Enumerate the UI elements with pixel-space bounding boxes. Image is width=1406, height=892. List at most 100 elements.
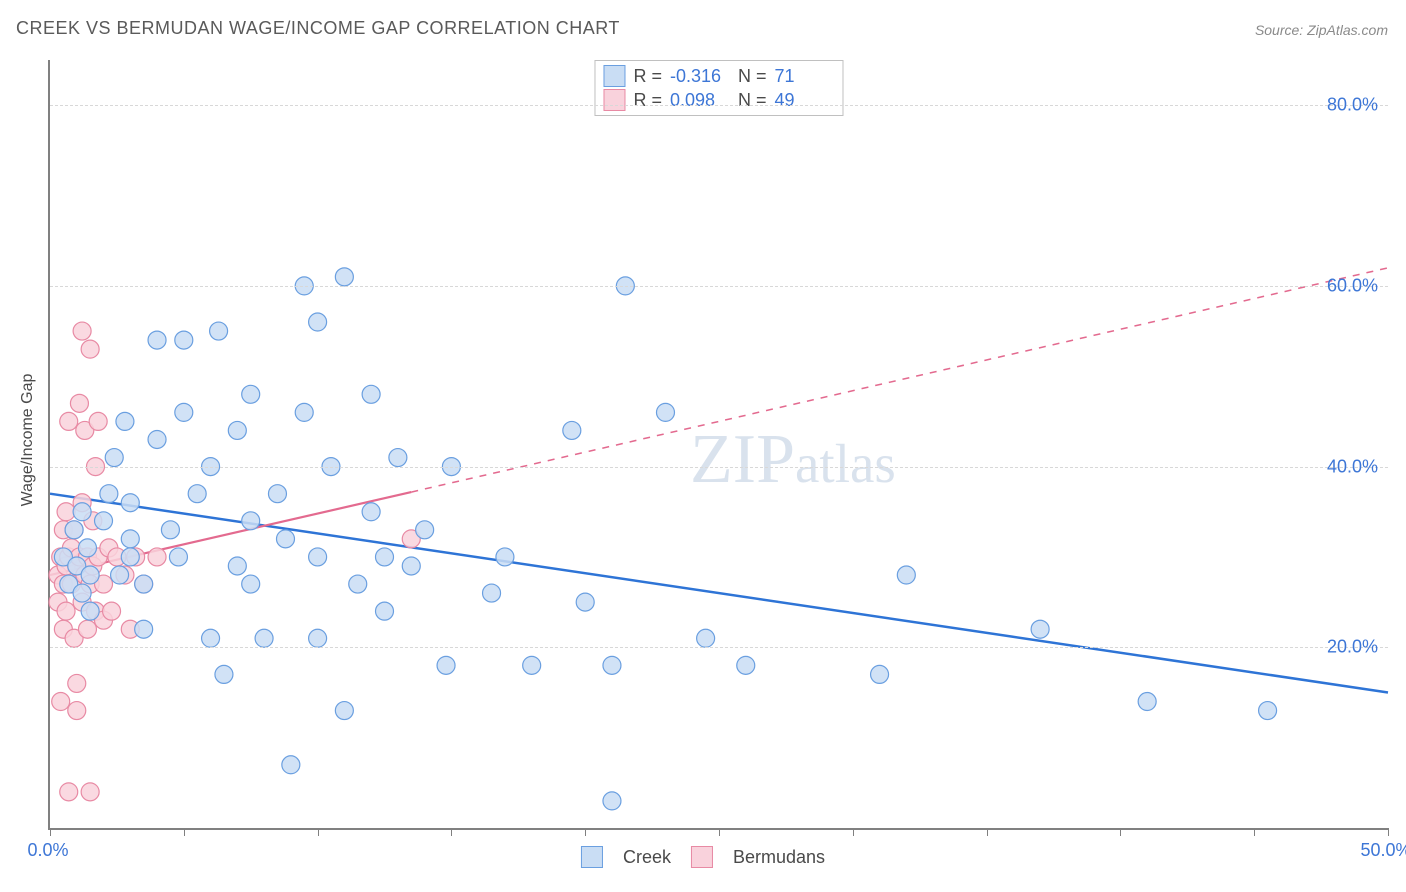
- scatter-point: [376, 548, 394, 566]
- scatter-point: [169, 548, 187, 566]
- scatter-point: [188, 485, 206, 503]
- n-value-creek: 71: [775, 66, 835, 87]
- x-tick-label: 50.0%: [1360, 840, 1406, 861]
- y-tick-label: 60.0%: [1327, 275, 1378, 296]
- scatter-point: [57, 602, 75, 620]
- scatter-point: [242, 385, 260, 403]
- scatter-point: [697, 629, 715, 647]
- x-tick-label: 0.0%: [27, 840, 68, 861]
- scatter-point: [603, 656, 621, 674]
- swatch-creek-bottom: [581, 846, 603, 868]
- scatter-point: [389, 449, 407, 467]
- gridline: [50, 105, 1388, 106]
- n-label: N =: [738, 66, 767, 87]
- legend-row-creek: R = -0.316 N = 71: [603, 65, 834, 87]
- chart-container: CREEK VS BERMUDAN WAGE/INCOME GAP CORREL…: [0, 0, 1406, 892]
- scatter-point: [335, 702, 353, 720]
- scatter-point: [89, 412, 107, 430]
- x-tick: [987, 828, 988, 836]
- trend-line-dashed: [411, 268, 1388, 492]
- r-value-bermudans: 0.098: [670, 90, 730, 111]
- n-label-2: N =: [738, 90, 767, 111]
- scatter-point: [496, 548, 514, 566]
- scatter-point: [276, 530, 294, 548]
- scatter-point: [78, 620, 96, 638]
- legend-correlation: R = -0.316 N = 71 R = 0.098 N = 49: [594, 60, 843, 116]
- x-tick: [1120, 828, 1121, 836]
- swatch-bermudans-bottom: [691, 846, 713, 868]
- scatter-point: [60, 412, 78, 430]
- scatter-point: [81, 340, 99, 358]
- r-label-2: R =: [633, 90, 662, 111]
- r-value-creek: -0.316: [670, 66, 730, 87]
- y-axis-label: Wage/Income Gap: [19, 374, 37, 507]
- scatter-point: [148, 430, 166, 448]
- scatter-point: [242, 512, 260, 530]
- scatter-point: [376, 602, 394, 620]
- plot-svg: [50, 60, 1388, 828]
- scatter-point: [295, 403, 313, 421]
- y-tick-label: 20.0%: [1327, 637, 1378, 658]
- scatter-point: [121, 494, 139, 512]
- r-label: R =: [633, 66, 662, 87]
- scatter-point: [68, 702, 86, 720]
- scatter-point: [121, 530, 139, 548]
- scatter-point: [135, 575, 153, 593]
- scatter-point: [349, 575, 367, 593]
- scatter-point: [175, 331, 193, 349]
- scatter-point: [268, 485, 286, 503]
- scatter-point: [52, 693, 70, 711]
- scatter-point: [111, 566, 129, 584]
- scatter-point: [202, 629, 220, 647]
- swatch-bermudans: [603, 89, 625, 111]
- scatter-point: [656, 403, 674, 421]
- scatter-point: [73, 503, 91, 521]
- gridline: [50, 286, 1388, 287]
- scatter-point: [95, 512, 113, 530]
- scatter-point: [121, 548, 139, 566]
- scatter-point: [309, 313, 327, 331]
- scatter-point: [362, 385, 380, 403]
- scatter-point: [871, 665, 889, 683]
- legend-series: Creek Bermudans: [581, 846, 825, 868]
- scatter-point: [228, 421, 246, 439]
- scatter-point: [148, 548, 166, 566]
- scatter-point: [135, 620, 153, 638]
- scatter-point: [81, 566, 99, 584]
- x-tick: [184, 828, 185, 836]
- scatter-point: [175, 403, 193, 421]
- scatter-point: [1138, 693, 1156, 711]
- scatter-point: [576, 593, 594, 611]
- scatter-point: [57, 503, 75, 521]
- scatter-point: [1031, 620, 1049, 638]
- scatter-point: [603, 792, 621, 810]
- x-tick: [585, 828, 586, 836]
- plot-area: ZIPatlas R = -0.316 N = 71 R = 0.098 N =…: [48, 60, 1388, 830]
- scatter-point: [215, 665, 233, 683]
- chart-title: CREEK VS BERMUDAN WAGE/INCOME GAP CORREL…: [16, 18, 620, 39]
- gridline: [50, 647, 1388, 648]
- scatter-point: [210, 322, 228, 340]
- n-value-bermudans: 49: [775, 90, 835, 111]
- scatter-point: [563, 421, 581, 439]
- scatter-point: [148, 331, 166, 349]
- scatter-point: [416, 521, 434, 539]
- y-tick-label: 40.0%: [1327, 456, 1378, 477]
- scatter-point: [309, 548, 327, 566]
- scatter-point: [73, 322, 91, 340]
- gridline: [50, 467, 1388, 468]
- scatter-point: [282, 756, 300, 774]
- x-tick: [451, 828, 452, 836]
- scatter-point: [362, 503, 380, 521]
- x-tick: [318, 828, 319, 836]
- y-tick-label: 80.0%: [1327, 95, 1378, 116]
- scatter-point: [161, 521, 179, 539]
- scatter-point: [78, 539, 96, 557]
- scatter-point: [105, 449, 123, 467]
- scatter-point: [523, 656, 541, 674]
- scatter-point: [242, 575, 260, 593]
- x-tick: [50, 828, 51, 836]
- scatter-point: [100, 485, 118, 503]
- scatter-point: [116, 412, 134, 430]
- scatter-point: [103, 602, 121, 620]
